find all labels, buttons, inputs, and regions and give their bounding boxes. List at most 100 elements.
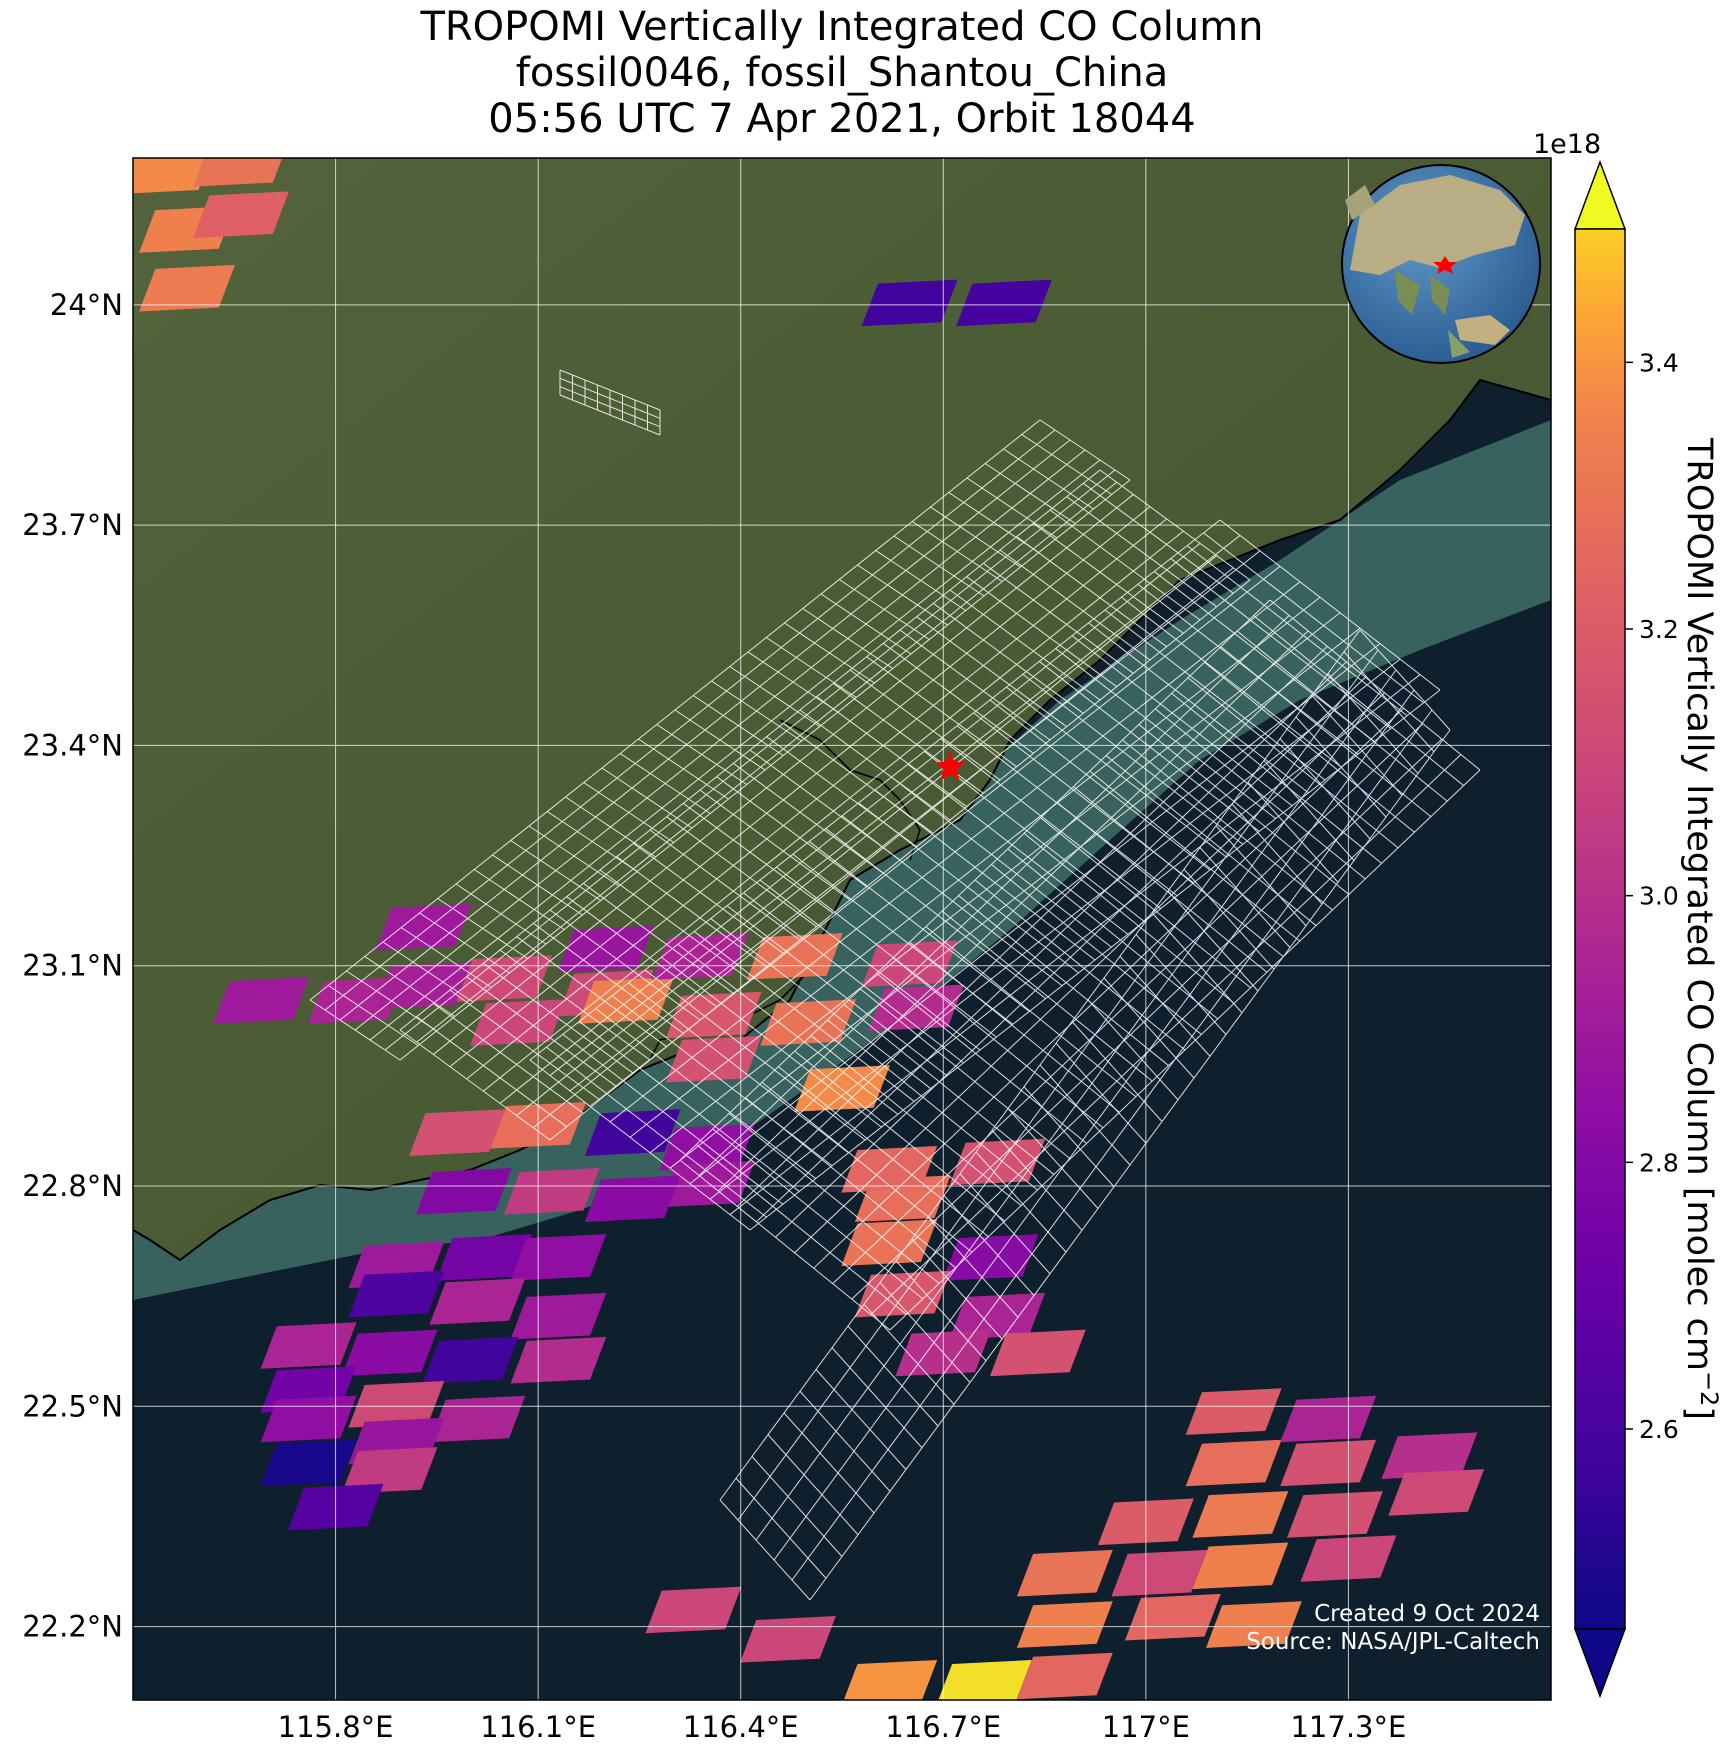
footprint-line: [1183, 868, 1275, 970]
co-pixel: [415, 1168, 512, 1215]
footprint-line: [949, 589, 1101, 701]
chart-title: TROPOMI Vertically Integrated CO Column …: [133, 4, 1551, 142]
footprint-line: [870, 754, 1462, 1315]
footprint-line: [883, 642, 1034, 754]
footprint-line: [649, 612, 1341, 1154]
footprint-line: [733, 762, 884, 874]
x-tick-label: 115.8°E: [278, 1710, 394, 1744]
footprint-line: [1103, 977, 1195, 1079]
footprint-line: [1203, 532, 1424, 704]
y-axis-ticks: 24°N 23.7°N 23.4°N 23.1°N 22.8°N 22.5°N 22.2°N: [22, 288, 123, 1644]
footprint-line: [783, 1412, 875, 1514]
footprint-line: [966, 576, 1117, 688]
footprint-line: [698, 615, 1290, 1176]
footprint-line: [339, 439, 1071, 1021]
footprint-line: [943, 1195, 1035, 1296]
footprint-line: [1171, 692, 1382, 864]
footprint-line: [1073, 786, 1284, 958]
y-tick-label: 23.1°N: [22, 949, 123, 983]
footprint-line: [1007, 1108, 1099, 1209]
footprint-line: [816, 696, 967, 808]
footprint-line: [1023, 1086, 1115, 1188]
co-pixel: [213, 977, 310, 1024]
title-line-3: 05:56 UTC 7 Apr 2021, Orbit 18044: [488, 96, 1196, 142]
co-pixel: [260, 1439, 357, 1487]
footprint-line: [483, 962, 634, 1074]
footprint-line: [892, 957, 1104, 1129]
y-tick-label: 24°N: [50, 288, 123, 322]
footprint-line: [529, 519, 1221, 1061]
footprint-line: [696, 1144, 907, 1315]
footprint-line: [699, 789, 851, 901]
footprint-line: [609, 581, 1301, 1123]
footprint-line: [679, 1159, 891, 1331]
co-pixel: [341, 1329, 438, 1377]
footprint-line: [1359, 629, 1451, 731]
footprint-line: [717, 630, 1309, 1192]
footprint-line: [833, 682, 984, 794]
footprint-line: [628, 982, 849, 1154]
footprint-line: [761, 1081, 973, 1253]
footprint-line: [1154, 708, 1366, 880]
footprint-line: [831, 1347, 923, 1449]
footprint-line: [1247, 781, 1339, 883]
footprint-line: [1056, 801, 1268, 973]
footprint-grid-layer: [309, 369, 1481, 1601]
x-axis-ticks: 115.8°E 116.1°E 116.4°E 116.7°E 117°E 117.3°E: [278, 1710, 1407, 1744]
footprint-line: [611, 995, 833, 1167]
footprint-line: [1104, 609, 1326, 781]
co-pixel: [409, 1109, 506, 1156]
co-pixel: [746, 933, 843, 980]
footprint-line: [735, 1477, 827, 1579]
footprint-line: [775, 676, 1366, 1238]
footprint-line: [449, 506, 1151, 1068]
footprint-line: [863, 1303, 955, 1405]
co-pixel: [193, 191, 289, 238]
footprint-line: [1186, 545, 1408, 717]
footprint-line: [716, 776, 867, 888]
footprint-line: [1138, 724, 1350, 895]
footprint-line: [666, 816, 817, 928]
footprint-line: [1023, 832, 1235, 1004]
co-pixel: [375, 903, 472, 951]
footprint-line: [991, 864, 1202, 1035]
footprint-line: [1006, 686, 1227, 858]
colorbar-tick-label: 2.8: [1639, 1148, 1679, 1177]
co-pixel: [503, 1168, 600, 1215]
footprint-line: [1119, 955, 1211, 1057]
co-pixel: [854, 1270, 951, 1318]
title-line-2: fossil0046, fossil_Shantou_China: [515, 50, 1169, 96]
footprint-line: [661, 956, 882, 1128]
footprint-line: [633, 842, 784, 954]
co-pixel: [1016, 1601, 1113, 1648]
footprint-line: [743, 892, 964, 1064]
footprint-line: [778, 1066, 989, 1238]
footprint-line: [549, 535, 1241, 1076]
footprint-line: [891, 776, 1112, 948]
footprint-line: [899, 629, 1051, 741]
footprint-line: [309, 419, 1041, 1001]
colorbar-tick-label: 3.4: [1639, 348, 1679, 377]
footprint-line: [1236, 630, 1448, 802]
footprint-line: [847, 1325, 939, 1427]
co-pixel: [1185, 1439, 1282, 1487]
footprint-line: [677, 943, 899, 1115]
footprint-line: [546, 1046, 767, 1218]
footprint-line: [516, 936, 667, 1048]
footprint-line: [1088, 622, 1309, 794]
footprint-line: [1219, 519, 1441, 691]
co-pixel: [1287, 1491, 1383, 1538]
footprint-line: [776, 866, 997, 1038]
footprint-line: [466, 518, 1167, 1080]
footprint-line: [599, 869, 751, 981]
co-pixel: [665, 1035, 762, 1083]
footprint-line: [866, 656, 1017, 768]
footprint-line: [958, 895, 1169, 1066]
source-text: Source: NASA/JPL-Caltech: [1246, 1629, 1540, 1655]
footprint-line: [726, 905, 948, 1077]
footprint-line: [562, 1033, 784, 1205]
footprint-line: [466, 976, 617, 1088]
co-pixel: [949, 1292, 1046, 1340]
footprint-line: [354, 449, 1086, 1031]
